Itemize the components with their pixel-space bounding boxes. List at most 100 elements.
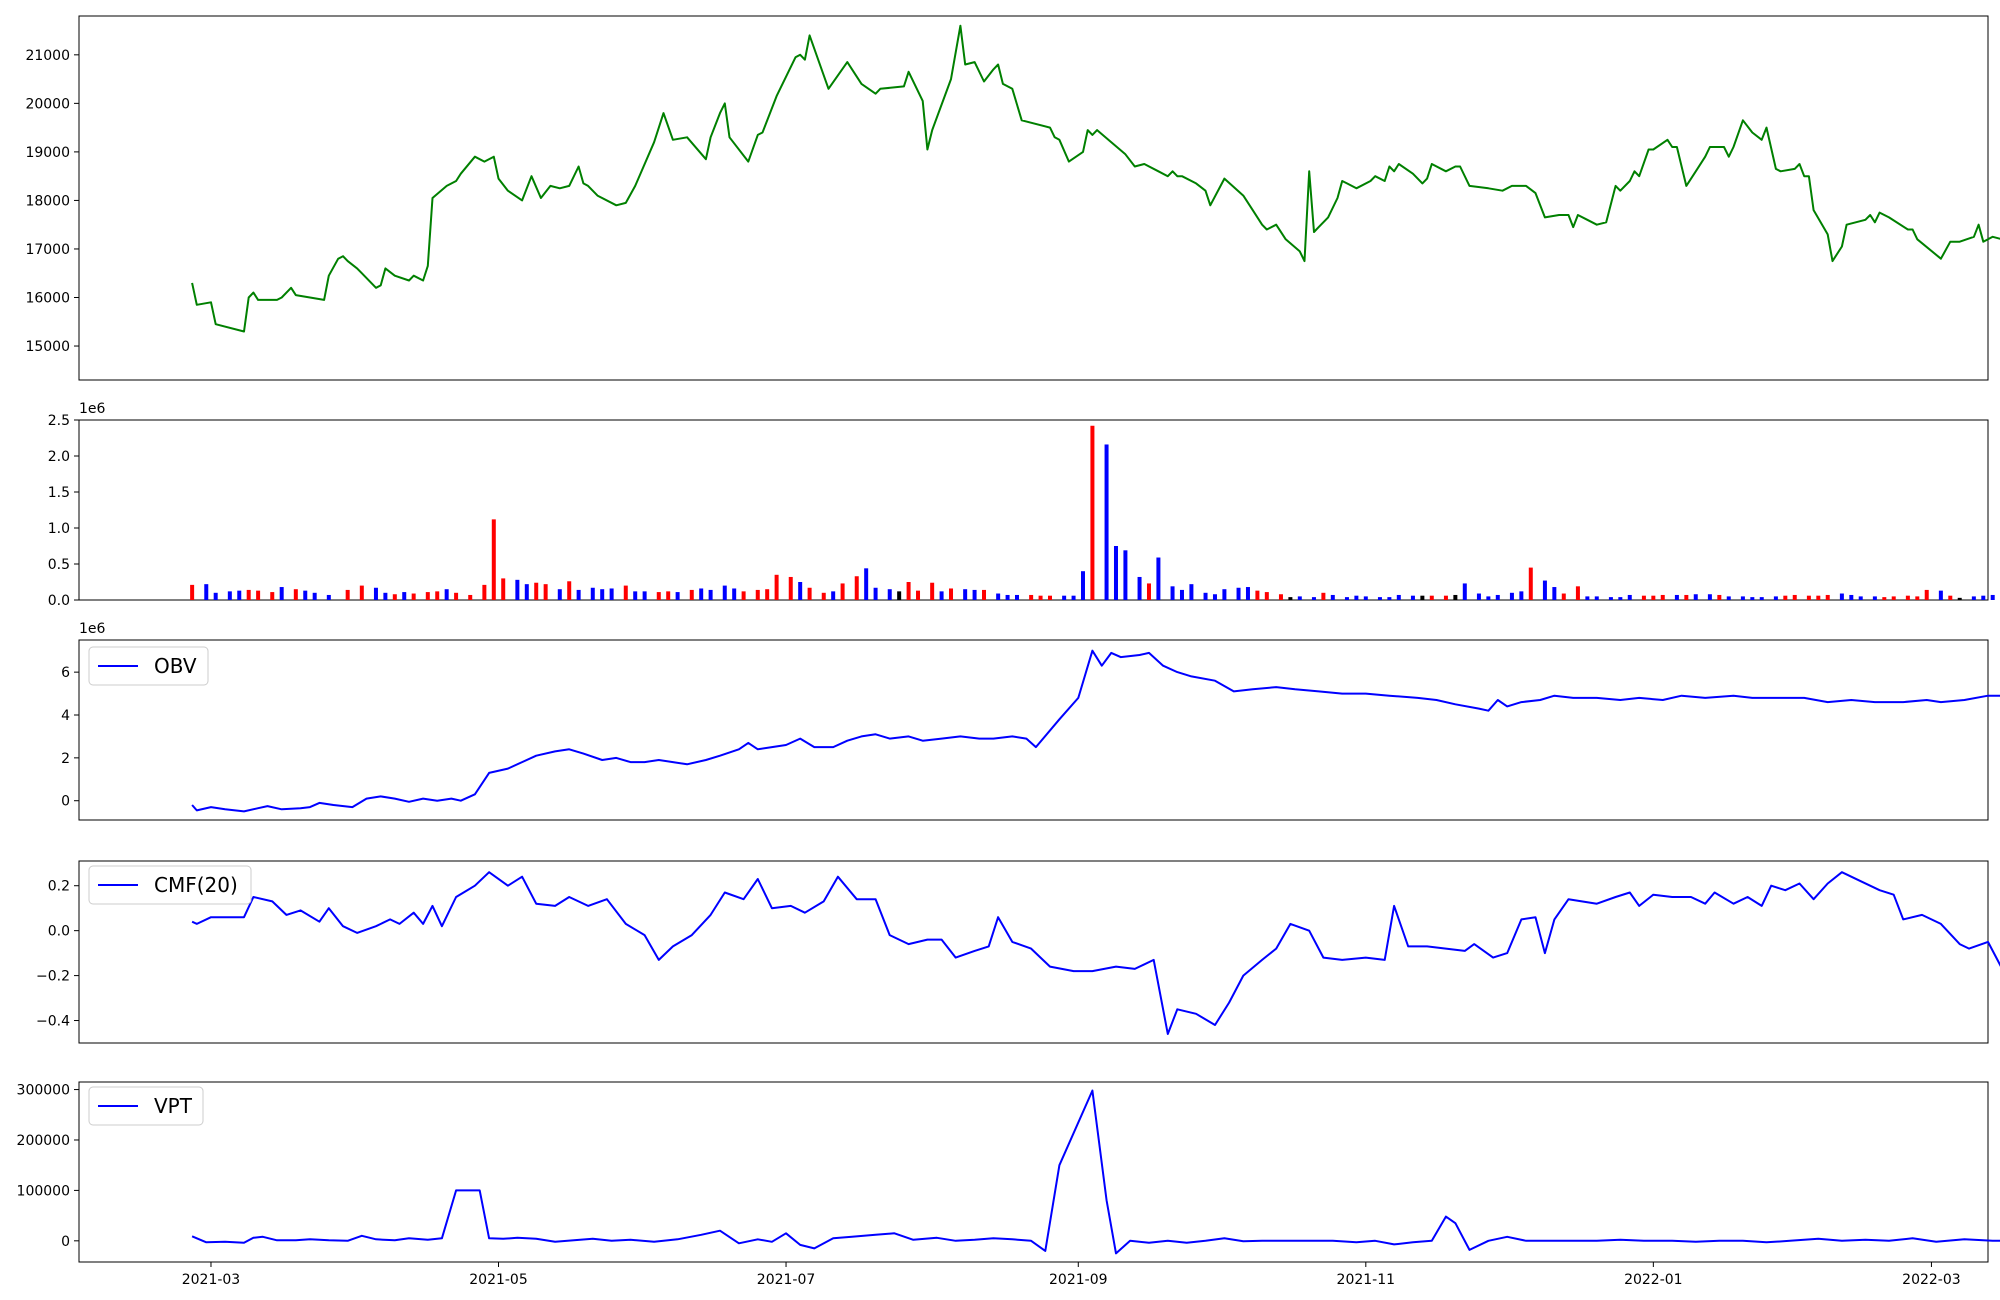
volume-bar (213, 592, 218, 600)
volume-bar (454, 592, 459, 600)
cmf-ytick-label: 0.2 (48, 879, 70, 895)
volume-bar (609, 588, 614, 600)
vpt-ytick-label: 0 (61, 1234, 70, 1250)
volume-bar (392, 594, 397, 600)
volume-bar (1476, 593, 1481, 600)
cmf-legend-label: CMF(20) (154, 873, 238, 897)
vpt-xtick-label: 2021-07 (757, 1272, 816, 1288)
volume-bar (190, 584, 195, 600)
volume-bar (1288, 597, 1293, 600)
volume-bar (1707, 594, 1712, 600)
volume-bar (1990, 594, 1995, 600)
volume-bar (1321, 592, 1326, 600)
cmf-legend: CMF(20) (88, 865, 252, 905)
price-ytick-label: 15000 (25, 339, 70, 355)
obv-ytick-label: 0 (61, 794, 70, 810)
price-series-line (191, 24, 2000, 333)
volume-bar (482, 584, 487, 600)
vpt-panel: VPT 0 100000 200000 300000 2021-03 2021-05 202… (17, 1081, 2000, 1288)
volume-bar (656, 592, 661, 600)
volume-bar (930, 582, 935, 600)
volume-bar (1222, 589, 1227, 600)
volume-bar (1245, 587, 1250, 600)
volume-bar (402, 592, 407, 600)
volume-bar (534, 582, 539, 600)
volume-bar (623, 585, 628, 600)
volume-bar (897, 591, 902, 600)
volume-bar (411, 593, 416, 600)
volume-bar (1971, 596, 1976, 600)
volume-bar (1915, 596, 1920, 600)
volume-bar (1924, 589, 1929, 600)
obv-legend-label: OBV (154, 654, 197, 678)
price-ytick-label: 17000 (25, 242, 70, 258)
volume-bar (246, 589, 251, 600)
volume-bar (939, 591, 944, 600)
volume-bar (1203, 592, 1208, 600)
volume-bar (435, 591, 440, 600)
volume-bar (708, 589, 713, 600)
volume-bar (887, 589, 892, 600)
volume-bar (1264, 592, 1269, 600)
volume-bar (689, 589, 694, 600)
volume-bar (444, 589, 449, 600)
volume-bar (468, 594, 473, 600)
volume-bar (699, 588, 704, 600)
volume-bar (1495, 594, 1500, 600)
volume-bar (1938, 590, 1943, 600)
cmf-ytick-label: −0.2 (36, 969, 70, 985)
volume-bar (1816, 595, 1821, 600)
volume-bar (1029, 594, 1034, 600)
volume-bar (831, 591, 836, 600)
volume-bar (642, 591, 647, 600)
volume-bar (1684, 594, 1689, 600)
volume-bar (1278, 594, 1283, 600)
volume-bar (1104, 444, 1109, 600)
volume-ytick-label: 2.0 (48, 449, 70, 465)
cmf-ytick-label: 0.0 (48, 924, 70, 940)
volume-bar (576, 589, 581, 600)
vpt-legend-label: VPT (154, 1094, 193, 1118)
volume-bar (1575, 586, 1580, 600)
volume-bar (1783, 595, 1788, 600)
vpt-legend-box (88, 1086, 204, 1126)
volume-bar (633, 591, 638, 600)
volume-bar (906, 582, 911, 600)
volume-bar (1759, 597, 1764, 600)
volume-bar (1363, 596, 1368, 600)
volume-bar (1311, 597, 1316, 600)
obv-legend-box (88, 646, 209, 686)
volume-bar (1717, 594, 1722, 600)
volume-bar (949, 588, 954, 600)
volume-ytick-label: 1.0 (48, 521, 70, 537)
price-ytick-label: 21000 (25, 48, 70, 64)
obv-ytick-label: 6 (61, 665, 70, 681)
volume-bar (1509, 592, 1514, 600)
volume-bar (1726, 596, 1731, 600)
volume-bar (1858, 596, 1863, 600)
volume-bar (854, 576, 859, 600)
volume-bar (303, 590, 308, 600)
volume-bar (590, 587, 595, 600)
volume-bar (293, 589, 298, 600)
volume-bar (1005, 594, 1010, 600)
volume-bar (1552, 587, 1557, 600)
volume-bar (675, 592, 680, 600)
price-panel: 15000 16000 17000 18000 19000 20000 21000 (25, 15, 2000, 381)
vpt-series-line (191, 1089, 2000, 1255)
volume-bar (1038, 595, 1043, 600)
vpt-xtick-label: 2021-11 (1337, 1272, 1396, 1288)
volume-bar (1297, 596, 1302, 600)
volume-bar (1891, 596, 1896, 600)
volume-bar (1396, 594, 1401, 600)
volume-bar (1594, 596, 1599, 600)
volume-bar (1212, 594, 1217, 600)
volume-bar (373, 587, 378, 600)
volume-bar (996, 593, 1001, 600)
volume-bar (1354, 595, 1359, 600)
volume-bar (383, 592, 388, 600)
volume-bar (1462, 583, 1467, 600)
volume-bar (963, 589, 968, 600)
obv-axes-frame (78, 639, 1989, 821)
